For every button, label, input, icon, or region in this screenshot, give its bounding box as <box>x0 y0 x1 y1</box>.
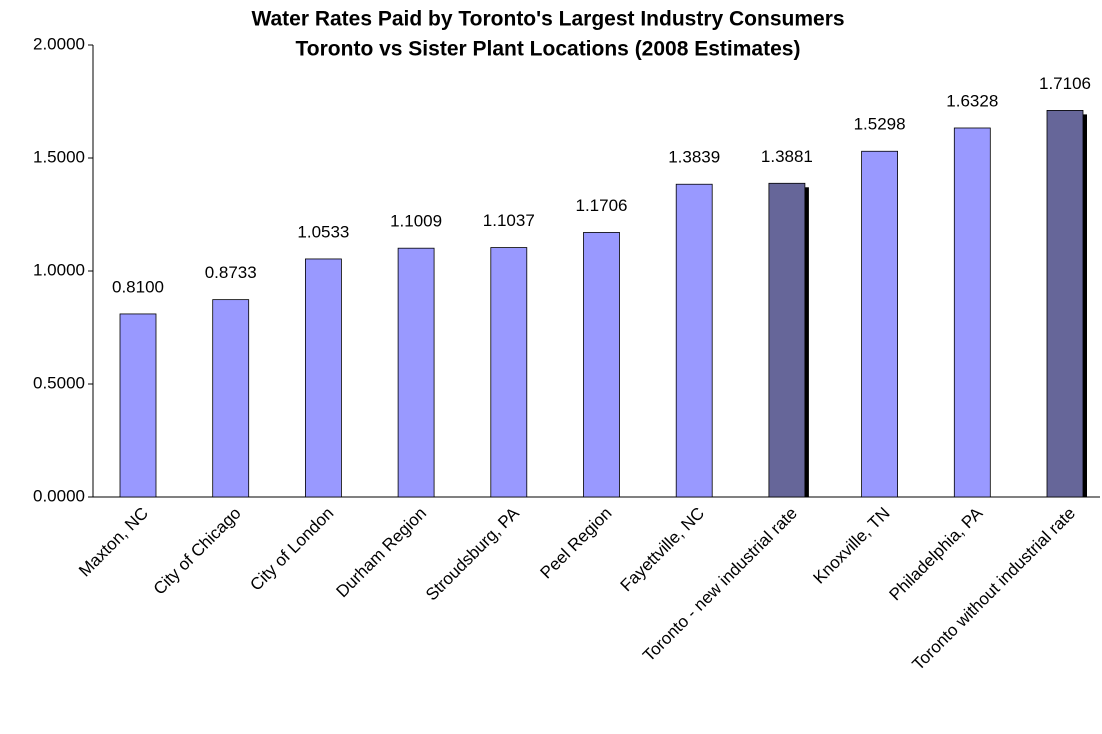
x-tick-label: Maxton, NC <box>75 504 152 581</box>
x-tick-label: Toronto - new industrial rate <box>639 504 801 666</box>
x-tick-label: Toronto without industrial rate <box>909 504 1079 674</box>
value-label: 1.7106 <box>1039 74 1091 93</box>
value-label: 1.1037 <box>483 211 535 230</box>
bar <box>953 127 991 498</box>
value-label: 1.6328 <box>946 91 998 110</box>
value-label: 1.0533 <box>297 222 349 241</box>
value-label: 1.3839 <box>668 148 720 167</box>
x-tick-label: Stroudsburg, PA <box>422 503 523 604</box>
x-tick-label: City of Chicago <box>150 504 245 599</box>
x-tick-label: Fayettville, NC <box>617 504 709 596</box>
bar <box>304 258 342 498</box>
bar <box>583 232 620 498</box>
x-tick-label: Philadelphia, PA <box>886 503 987 604</box>
x-tick-label: Peel Region <box>537 504 616 583</box>
value-label: 1.3881 <box>761 147 813 166</box>
y-tick-label: 1.5000 <box>33 147 85 166</box>
value-label: 1.5298 <box>854 115 906 134</box>
bar <box>861 150 898 498</box>
y-tick-label: 0.0000 <box>33 486 85 505</box>
x-tick-label: City of London <box>246 504 337 595</box>
bar <box>490 247 528 498</box>
value-label: 0.8100 <box>112 277 164 296</box>
bar <box>212 299 250 498</box>
bar <box>768 182 806 498</box>
bar <box>397 247 435 498</box>
value-label: 0.8733 <box>205 263 257 282</box>
y-tick-label: 1.0000 <box>33 260 85 279</box>
x-tick-label: Knoxville, TN <box>810 504 894 588</box>
x-tick-label: Durham Region <box>332 504 430 602</box>
bar <box>675 183 713 498</box>
y-tick-label: 2.0000 <box>33 34 85 53</box>
bar <box>119 313 157 498</box>
value-label: 1.1706 <box>576 196 628 215</box>
chart-title: Water Rates Paid by Toronto's Largest In… <box>251 8 844 31</box>
value-label: 1.1009 <box>390 212 442 231</box>
chart-subtitle: Toronto vs Sister Plant Locations (2008 … <box>296 38 801 61</box>
bar <box>1046 110 1084 498</box>
y-tick-label: 0.5000 <box>33 373 85 392</box>
